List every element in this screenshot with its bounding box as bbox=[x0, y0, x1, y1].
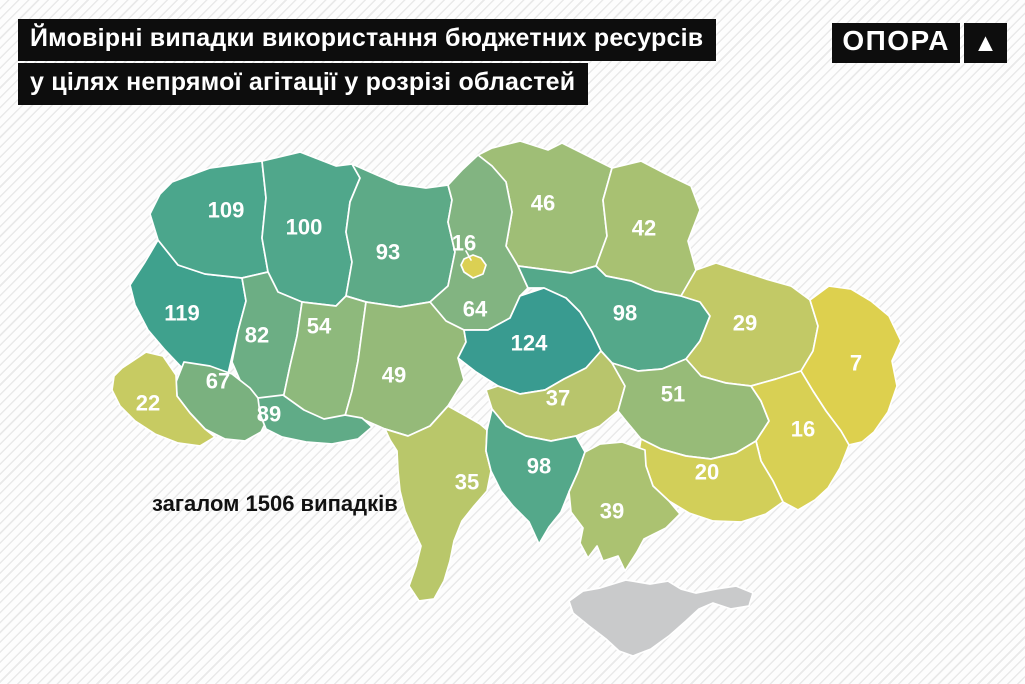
region-value-label-kyiv_city: 16 bbox=[452, 231, 476, 256]
region-value-label-kyiv_oblast: 64 bbox=[463, 297, 488, 322]
region-value-label-chernivtsi: 89 bbox=[257, 402, 281, 427]
region-value-label-lviv: 119 bbox=[164, 301, 200, 326]
region-value-label-mykolaiv: 98 bbox=[527, 454, 551, 479]
region-value-label-dnipropetrovsk: 51 bbox=[661, 382, 685, 407]
region-donetsk bbox=[750, 370, 850, 511]
region-value-label-rivne: 100 bbox=[286, 215, 323, 240]
opora-logo-wordmark: ОПОРА bbox=[832, 23, 960, 63]
region-kyiv_city bbox=[460, 254, 487, 279]
region-value-label-ivano_frankivsk: 67 bbox=[206, 369, 230, 394]
region-value-label-odesa: 35 bbox=[455, 470, 479, 495]
region-value-label-zhytomyr: 93 bbox=[376, 240, 400, 265]
region-zhytomyr bbox=[345, 163, 456, 308]
title-line-1: Ймовірні випадки використання бюджетних … bbox=[18, 19, 717, 61]
region-value-label-ternopil: 82 bbox=[245, 323, 269, 348]
region-value-label-kherson: 39 bbox=[600, 499, 624, 524]
region-value-label-vinnytsia: 49 bbox=[382, 363, 406, 388]
region-kherson bbox=[568, 441, 681, 572]
total-cases-note: загалом 1506 випадків bbox=[152, 491, 398, 516]
region-value-label-zaporizhzhia: 20 bbox=[695, 460, 719, 485]
region-value-label-sumy: 42 bbox=[632, 216, 656, 241]
kyiv-city-pointer-line bbox=[465, 250, 472, 261]
triangle-glyph: ▲ bbox=[973, 28, 998, 57]
region-odesa bbox=[384, 405, 492, 602]
region-value-label-poltava: 98 bbox=[613, 301, 637, 326]
region-value-label-volyn: 109 bbox=[208, 198, 245, 223]
region-zakarpattia bbox=[111, 351, 216, 447]
opora-logo-triangle-icon: ▲ bbox=[964, 23, 1007, 63]
opora-logo: ОПОРА ▲ bbox=[832, 23, 1007, 63]
region-value-label-zakarpattia: 22 bbox=[136, 391, 160, 416]
region-value-label-chernihiv: 46 bbox=[531, 191, 555, 216]
region-value-label-kirovohrad: 37 bbox=[546, 386, 570, 411]
region-crimea bbox=[568, 579, 754, 657]
title-line-2: у цілях непрямої агітації у розрізі обла… bbox=[18, 63, 589, 105]
region-value-label-donetsk: 16 bbox=[791, 417, 815, 442]
region-value-label-luhansk: 7 bbox=[850, 351, 862, 376]
region-mykolaiv bbox=[485, 408, 586, 545]
region-value-label-khmelnytskyi: 54 bbox=[307, 314, 332, 339]
region-chernivtsi bbox=[257, 394, 373, 445]
page-title: Ймовірні випадки використання бюджетних … bbox=[18, 19, 717, 107]
region-value-label-kharkiv: 29 bbox=[733, 311, 757, 336]
region-value-label-cherkasy: 124 bbox=[511, 331, 548, 356]
